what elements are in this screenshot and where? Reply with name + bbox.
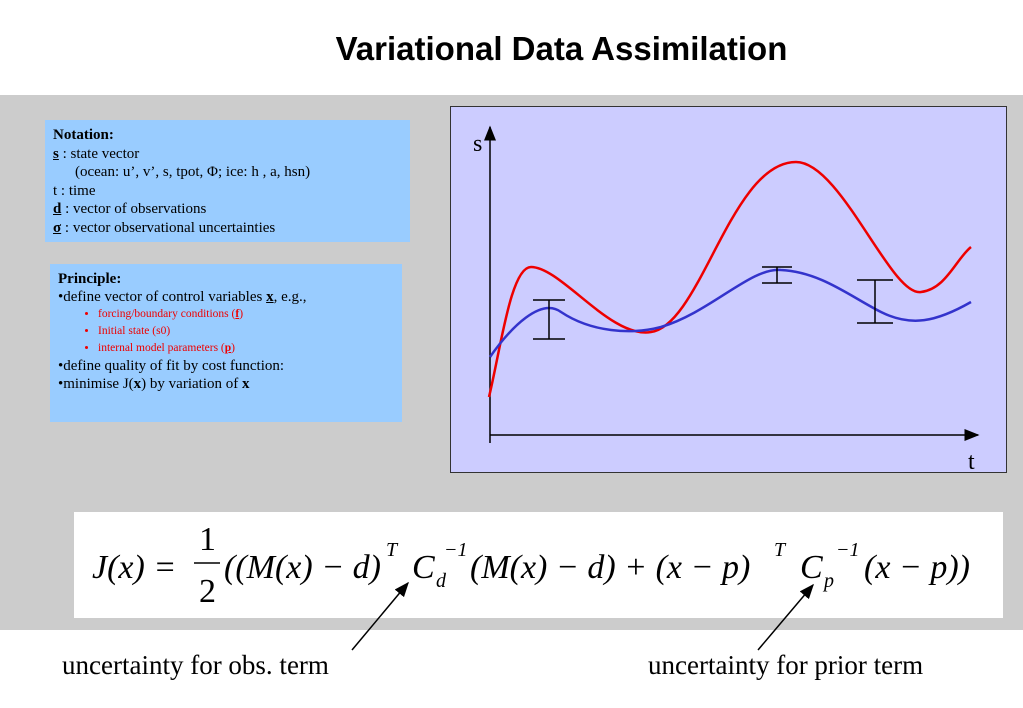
y-axis-label: s: [473, 131, 482, 157]
list-item-initial-state: Initial state (s0): [98, 323, 394, 340]
trajectory-plot: s t: [450, 106, 1007, 475]
principle-line-1: •define vector of control variables x, e…: [58, 289, 307, 305]
notation-s-line: s : state vector: [53, 145, 140, 162]
formula-part-3: (x − p)): [864, 549, 970, 586]
formula-denominator: 2: [199, 573, 216, 610]
formula-svg: J(x) = 1 2 ((M(x) − d) T C d −1 (M(x) − …: [92, 521, 970, 610]
notation-heading: Notation:: [53, 127, 114, 143]
notation-t-line: t : time: [53, 182, 96, 199]
notation-sigma-line: σ : vector observational uncertainties: [53, 219, 276, 236]
formula-transpose-1: T: [386, 539, 399, 561]
formula-part-2: (M(x) − d) + (x − p): [470, 549, 750, 586]
formula-sub-p: p: [822, 570, 834, 592]
error-bar-3: [857, 279, 893, 324]
error-bar-2: [762, 266, 792, 284]
caption-obs-uncertainty: uncertainty for obs. term: [62, 650, 329, 680]
principle-heading: Principle:: [58, 271, 122, 287]
obs-arrow: [351, 581, 409, 651]
formula-sub-d: d: [436, 570, 447, 592]
principle-line-2: •define quality of fit by cost function:: [58, 358, 285, 374]
red-curve: [487, 160, 972, 398]
formula-inverse-2: −1: [836, 539, 860, 561]
blue-curve: [488, 268, 972, 358]
formula-lhs: J(x) =: [92, 549, 176, 586]
formula-inverse-1: −1: [444, 539, 468, 561]
list-item-forcing: forcing/boundary conditions (f): [98, 306, 394, 323]
slide-title: Variational Data Assimilation: [335, 30, 788, 67]
principle-line-3: •minimise J(x) by variation of x: [58, 376, 250, 392]
x-axis-label: t: [968, 449, 975, 474]
notation-d-line: d : vector of observations: [53, 201, 207, 217]
list-item-parameters: internal model parameters (p): [98, 340, 394, 357]
cost-function-formula: J(x) = 1 2 ((M(x) − d) T C d −1 (M(x) − …: [74, 512, 1003, 618]
control-variable-list: forcing/boundary conditions (f) Initial …: [58, 306, 394, 357]
notation-s-detail: (ocean: u’, v’, s, tpot, Φ; ice: h , a, …: [75, 164, 311, 180]
formula-part-1: ((M(x) − d): [224, 549, 381, 586]
prior-arrow: [757, 583, 814, 651]
formula-transpose-2: T: [774, 539, 787, 561]
principle-box: Principle: •define vector of control var…: [50, 264, 402, 422]
notation-box: Notation: s : state vector (ocean: u’, v…: [45, 120, 410, 242]
formula-C-p: C: [800, 549, 823, 586]
plot-svg: s t: [473, 125, 980, 475]
error-bar-1: [533, 299, 565, 340]
formula-numerator: 1: [199, 521, 216, 558]
formula-C-d: C: [412, 549, 435, 586]
caption-prior-uncertainty: uncertainty for prior term: [648, 650, 924, 680]
